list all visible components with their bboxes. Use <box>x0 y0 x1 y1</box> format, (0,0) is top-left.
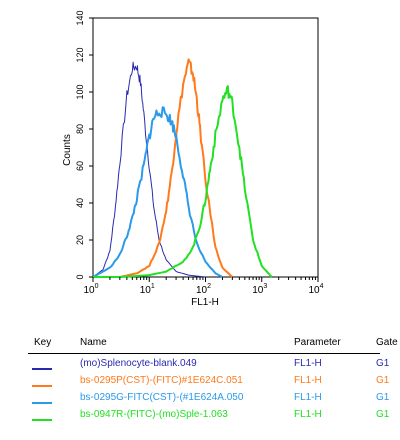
x-tick-label: 100 <box>83 283 98 296</box>
axis-layer: 0 20 40 60 80 100 120 140 100 101 102 103 104 <box>75 10 324 296</box>
legend-key-swatch <box>32 419 52 421</box>
legend-row-parameter: FL1-H <box>294 392 322 403</box>
y-tick-label: 80 <box>75 124 85 134</box>
y-tick-label: 120 <box>75 47 85 62</box>
y-tick-label: 20 <box>75 235 85 245</box>
x-axis-label: FL1-H <box>191 297 219 308</box>
x-tick-label: 102 <box>196 283 211 296</box>
legend-header: Key Name Parameter Gate <box>28 337 400 353</box>
y-axis-label: Counts <box>62 134 73 166</box>
legend-row-name: bs-0295P(CST)-(FITC)#1E624C.051 <box>80 375 243 386</box>
legend-header-gate: Gate <box>376 337 398 348</box>
legend-header-name: Name <box>80 337 107 348</box>
legend-rows: (mo)Splenocyte-blank.049 FL1-H G1 bs-0295P(… <box>28 356 400 424</box>
legend-divider <box>28 353 380 354</box>
legend-row-name: bs-0295G-FITC(CST)-(#1E624A.050 <box>80 392 244 403</box>
legend-row-gate: G1 <box>376 409 390 420</box>
x-tick-label: 103 <box>252 283 267 296</box>
legend-row: bs-0295G-FITC(CST)-(#1E624A.050 FL1-H G1 <box>28 390 400 407</box>
legend-row-name: (mo)Splenocyte-blank.049 <box>80 358 197 369</box>
series-line-3 <box>92 106 223 278</box>
y-tick-label: 140 <box>75 10 85 25</box>
y-tick-label: 40 <box>75 198 85 208</box>
series-layer <box>92 58 273 278</box>
legend-table: Key Name Parameter Gate (mo)Splenocyte-b… <box>28 337 400 424</box>
legend-row-gate: G1 <box>376 392 390 403</box>
legend-key-swatch <box>32 385 52 387</box>
legend-header-parameter: Parameter <box>294 337 341 348</box>
y-tick-label: 0 <box>75 274 85 279</box>
y-tick-label: 100 <box>75 84 85 99</box>
legend-key-swatch <box>32 402 52 404</box>
legend-row-parameter: FL1-H <box>294 409 322 420</box>
legend-row-parameter: FL1-H <box>294 358 322 369</box>
series-line-4 <box>93 85 273 278</box>
y-tick-label: 60 <box>75 161 85 171</box>
series-line-2 <box>119 58 233 278</box>
legend-header-key: Key <box>34 337 52 348</box>
legend-row-name: bs-0947R-(FITC)-(mo)Sple-1.063 <box>80 409 228 420</box>
legend-row-gate: G1 <box>376 375 390 386</box>
series-line-1 <box>92 61 206 278</box>
x-tick-label: 101 <box>140 283 155 296</box>
legend-row: bs-0295P(CST)-(FITC)#1E624C.051 FL1-H G1 <box>28 373 400 390</box>
x-tick-label: 104 <box>308 283 323 296</box>
legend-row-parameter: FL1-H <box>294 375 322 386</box>
legend-row: bs-0947R-(FITC)-(mo)Sple-1.063 FL1-H G1 <box>28 407 400 424</box>
legend-row: (mo)Splenocyte-blank.049 FL1-H G1 <box>28 356 400 373</box>
legend-row-gate: G1 <box>376 358 390 369</box>
legend-key-swatch <box>32 368 52 370</box>
